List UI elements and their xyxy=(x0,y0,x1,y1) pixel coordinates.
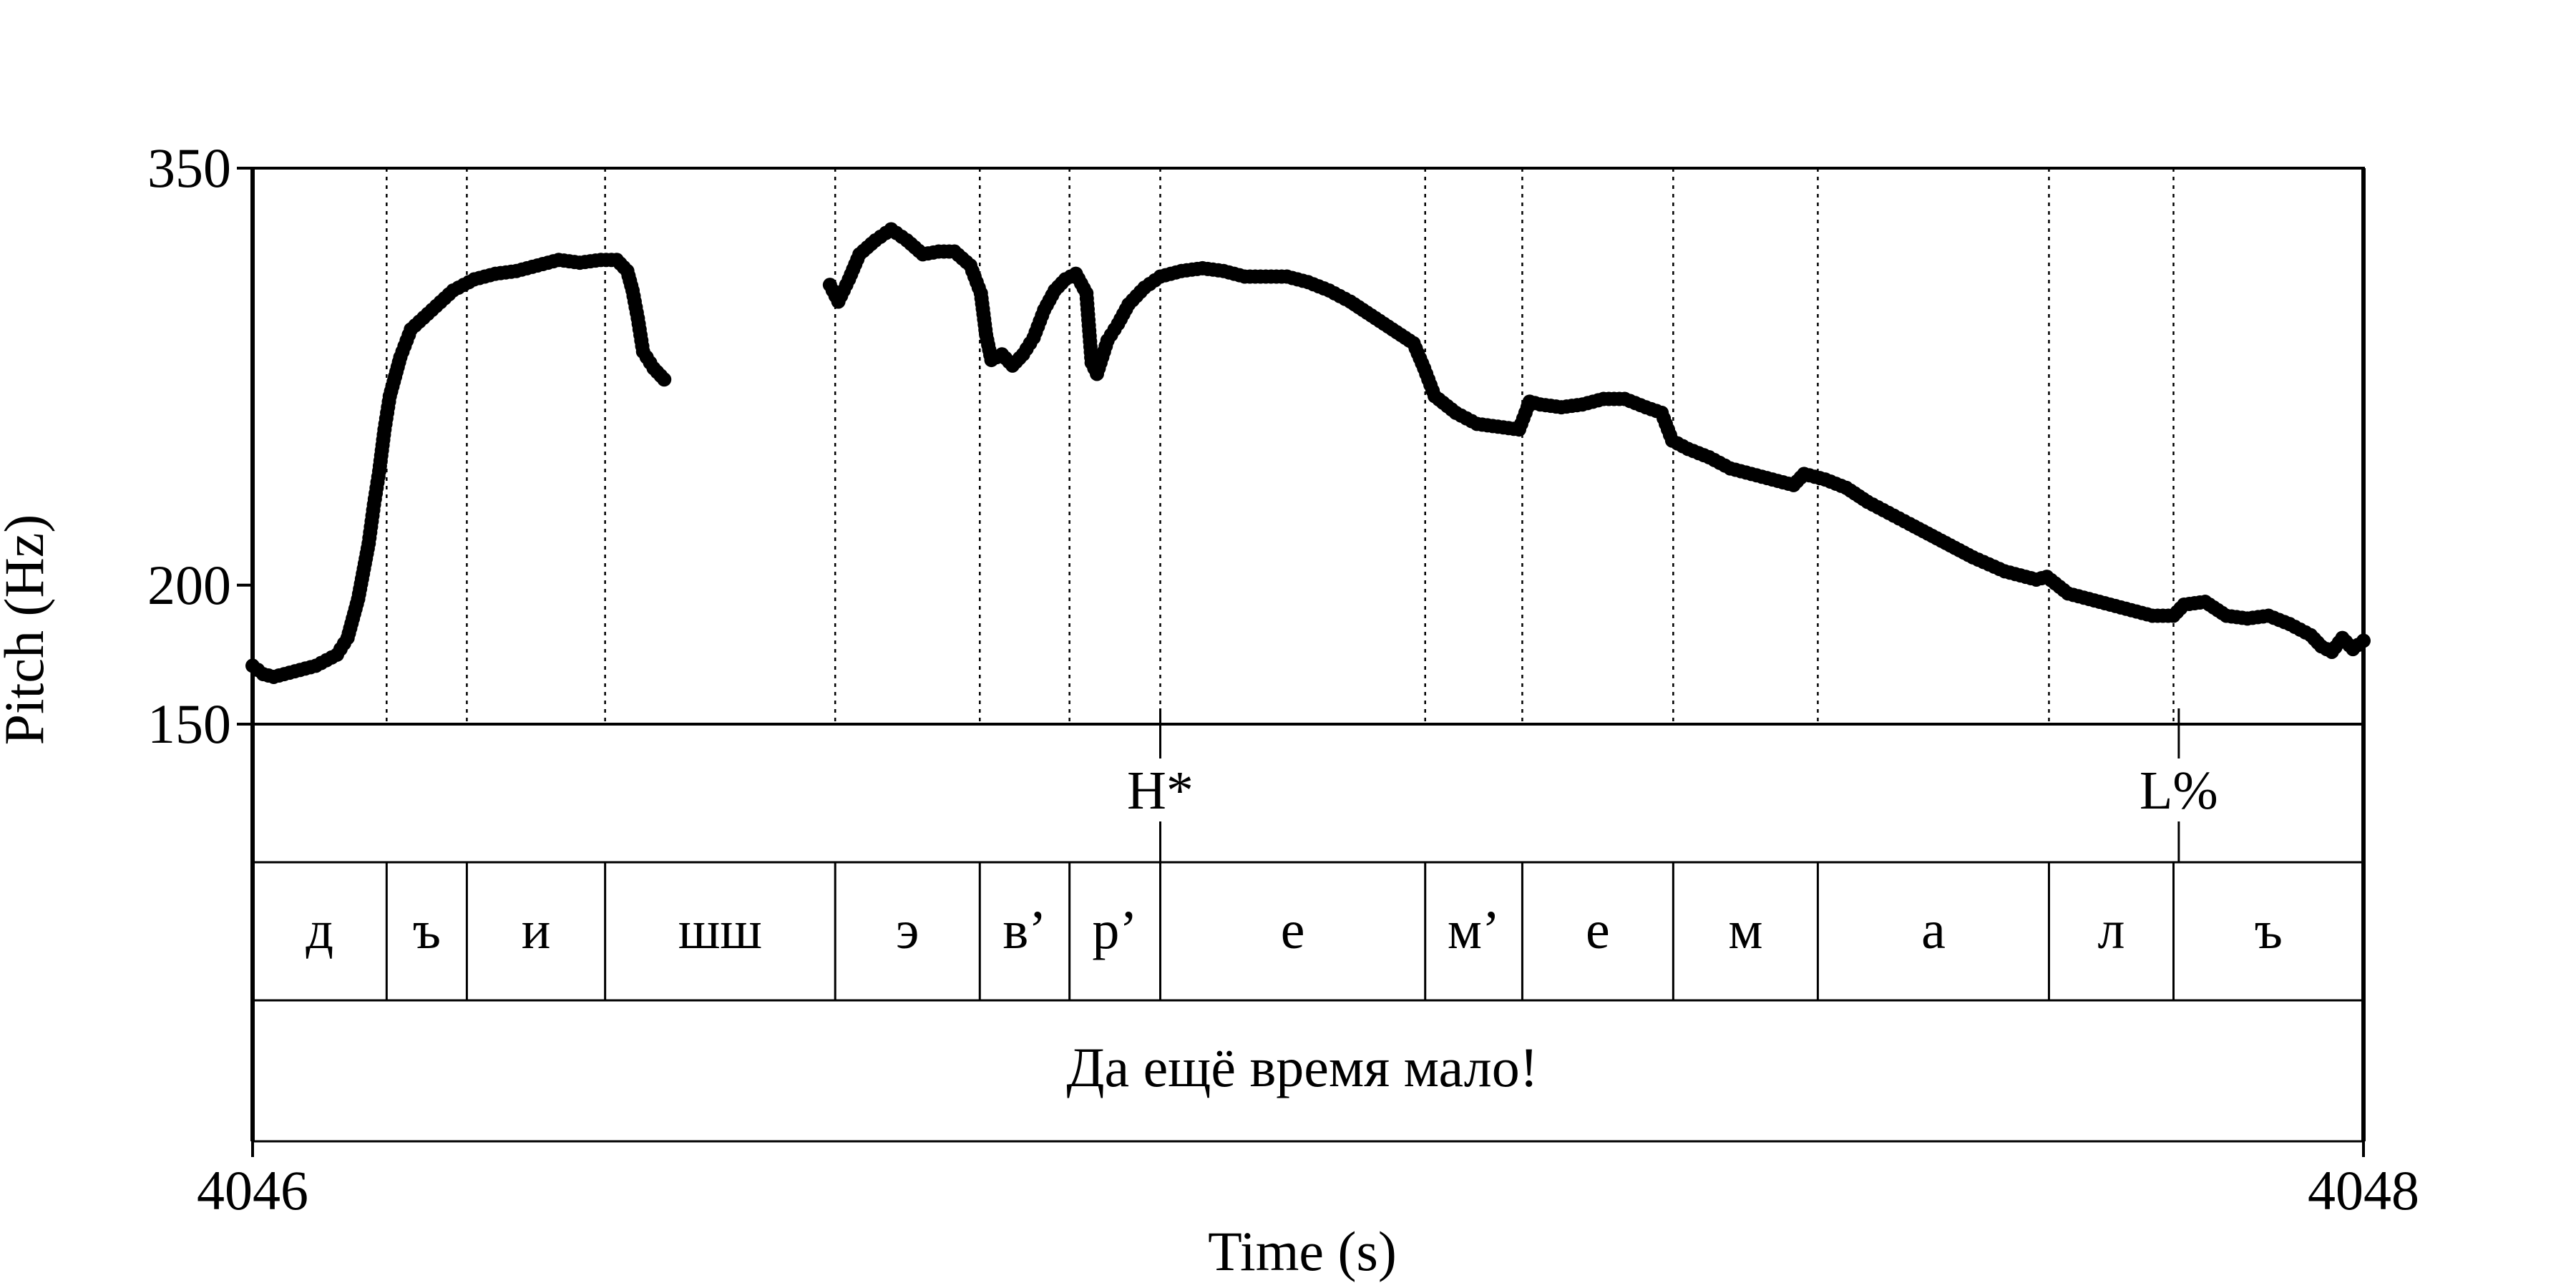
y-ticks: 350 200 150 xyxy=(147,137,253,755)
x-tick-label: 4046 xyxy=(197,1159,308,1221)
segment-label: м xyxy=(1728,900,1762,960)
x-tick-label: 4048 xyxy=(2308,1159,2419,1221)
segment-label: шш xyxy=(678,900,762,960)
y-tick-label: 200 xyxy=(147,554,231,616)
segment-label: д xyxy=(306,900,333,960)
segment-label: в’ xyxy=(1002,900,1046,960)
segment-tier xyxy=(251,861,2365,1002)
segment-labels: д ъ и шш э в’ р’ е м’ е м а л ъ xyxy=(306,862,2283,1000)
x-axis-label: Time (s) xyxy=(1208,1220,1397,1282)
segment-boundaries xyxy=(386,168,2175,724)
tone-labels: H* L% xyxy=(1127,708,2218,862)
pitch-panel xyxy=(251,167,2365,726)
segment-label: л xyxy=(2098,900,2125,960)
tone-tier xyxy=(251,723,2365,864)
segment-label: е xyxy=(1281,900,1305,960)
x-ticks: 4046 4048 xyxy=(197,1141,2419,1221)
sentence-label: Да ещё время мало! xyxy=(1066,1036,1538,1098)
pitch-points xyxy=(245,222,2371,684)
tone-label: H* xyxy=(1127,761,1194,821)
pitch-point xyxy=(657,372,672,387)
segment-label: р’ xyxy=(1092,900,1137,960)
tone-label: L% xyxy=(2140,761,2218,821)
y-tick-label: 150 xyxy=(147,693,231,755)
y-tick-label: 350 xyxy=(147,137,231,199)
segment-label: и xyxy=(522,900,551,960)
segment-label: ъ xyxy=(2255,900,2283,960)
segment-label: е xyxy=(1586,900,1610,960)
segment-label: э xyxy=(896,900,919,960)
y-axis-label: Pitch (Hz) xyxy=(0,514,55,746)
segment-label: м’ xyxy=(1448,900,1500,960)
segment-label: а xyxy=(1921,900,1946,960)
segment-label: ъ xyxy=(413,900,441,960)
